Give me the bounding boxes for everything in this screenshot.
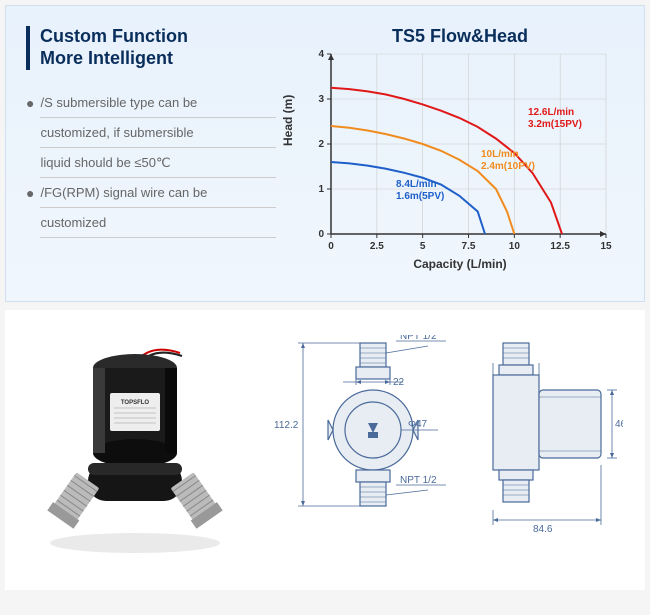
chart-title: TS5 Flow&Head: [296, 26, 624, 47]
front-view-drawing: NPT 1/2 22 Φ47 112.2 NPT 1/2: [268, 335, 458, 570]
technical-drawings: NPT 1/2 22 Φ47 112.2 NPT 1/2: [260, 335, 630, 570]
pump-photo-illustration: TOPSFLO: [20, 338, 250, 568]
bullet-icon: ●: [26, 178, 34, 208]
svg-text:0: 0: [328, 241, 334, 252]
svg-text:2.5: 2.5: [370, 241, 384, 252]
bullet-icon: ●: [26, 88, 34, 118]
heading-block: Custom Function More Intelligent: [26, 26, 276, 70]
feature-bullet-list: ● /S submersible type can be customized,…: [26, 88, 276, 238]
bullet-1-line-2: customized, if submersible: [40, 118, 276, 148]
side-view-drawing: 46 84.6: [473, 335, 623, 570]
bullet-item-2: ● /FG(RPM) signal wire can be customized: [26, 178, 276, 238]
flow-head-chart: 0 2.5 5 7.5 10 12.5 15 0 1 2 3 4: [296, 49, 616, 259]
dim-npt-bot: NPT 1/2: [400, 475, 437, 486]
svg-text:12.5: 12.5: [550, 241, 570, 252]
chart-box: Head (m) 02.557.51012.51501234 8.4L/min …: [296, 49, 616, 259]
svg-text:5: 5: [420, 241, 426, 252]
dim-46: 46: [615, 419, 623, 430]
chart-column: TS5 Flow&Head Head (m) 02.557.51012.5150…: [296, 26, 624, 271]
svg-text:10: 10: [509, 241, 521, 252]
y-axis-label: Head (m): [281, 95, 295, 146]
dim-22: 22: [393, 377, 405, 388]
svg-text:2: 2: [318, 139, 324, 150]
heading-line-1: Custom Function: [40, 26, 188, 48]
svg-text:4: 4: [318, 49, 324, 60]
product-photo-area: TOPSFLO: [20, 338, 250, 568]
svg-text:0: 0: [318, 229, 324, 240]
svg-text:TOPSFLO: TOPSFLO: [121, 400, 150, 406]
x-axis-label: Capacity (L/min): [296, 257, 624, 271]
dim-47: Φ47: [408, 419, 428, 430]
svg-text:1: 1: [318, 184, 324, 195]
bullet-2-line-2: customized: [40, 208, 276, 238]
heading-accent-bar: [26, 26, 30, 70]
top-info-panel: Custom Function More Intelligent ● /S su…: [5, 5, 645, 302]
bullet-2-line-1: /FG(RPM) signal wire can be: [40, 178, 276, 208]
feature-text-column: Custom Function More Intelligent ● /S su…: [26, 26, 276, 271]
heading-text: Custom Function More Intelligent: [40, 26, 188, 69]
series-label-blue: 8.4L/min 1.6m(5PV): [396, 179, 444, 203]
bullet-1-line-3: liquid should be ≤50℃: [40, 148, 276, 178]
svg-text:3: 3: [318, 94, 324, 105]
bottom-diagram-panel: TOPSFLO: [5, 310, 645, 590]
bullet-1-line-1: /S submersible type can be: [40, 88, 276, 118]
svg-text:15: 15: [600, 241, 612, 252]
svg-text:7.5: 7.5: [462, 241, 476, 252]
bullet-item-1: ● /S submersible type can be customized,…: [26, 88, 276, 178]
series-label-orange: 10L/min 2.4m(10PV): [481, 149, 535, 173]
heading-line-2: More Intelligent: [40, 48, 188, 70]
dim-112: 112.2: [274, 420, 299, 431]
series-label-red: 12.6L/min 3.2m(15PV): [528, 107, 582, 131]
dim-npt-top: NPT 1/2: [400, 335, 437, 342]
dim-84: 84.6: [533, 524, 553, 535]
